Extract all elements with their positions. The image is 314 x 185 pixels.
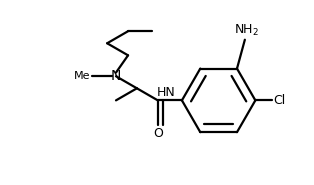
Text: Cl: Cl bbox=[274, 94, 286, 107]
Text: NH$_2$: NH$_2$ bbox=[234, 23, 259, 38]
Text: HN: HN bbox=[157, 86, 176, 99]
Text: Me: Me bbox=[74, 71, 91, 81]
Text: O: O bbox=[153, 127, 163, 140]
Text: N: N bbox=[111, 69, 121, 83]
